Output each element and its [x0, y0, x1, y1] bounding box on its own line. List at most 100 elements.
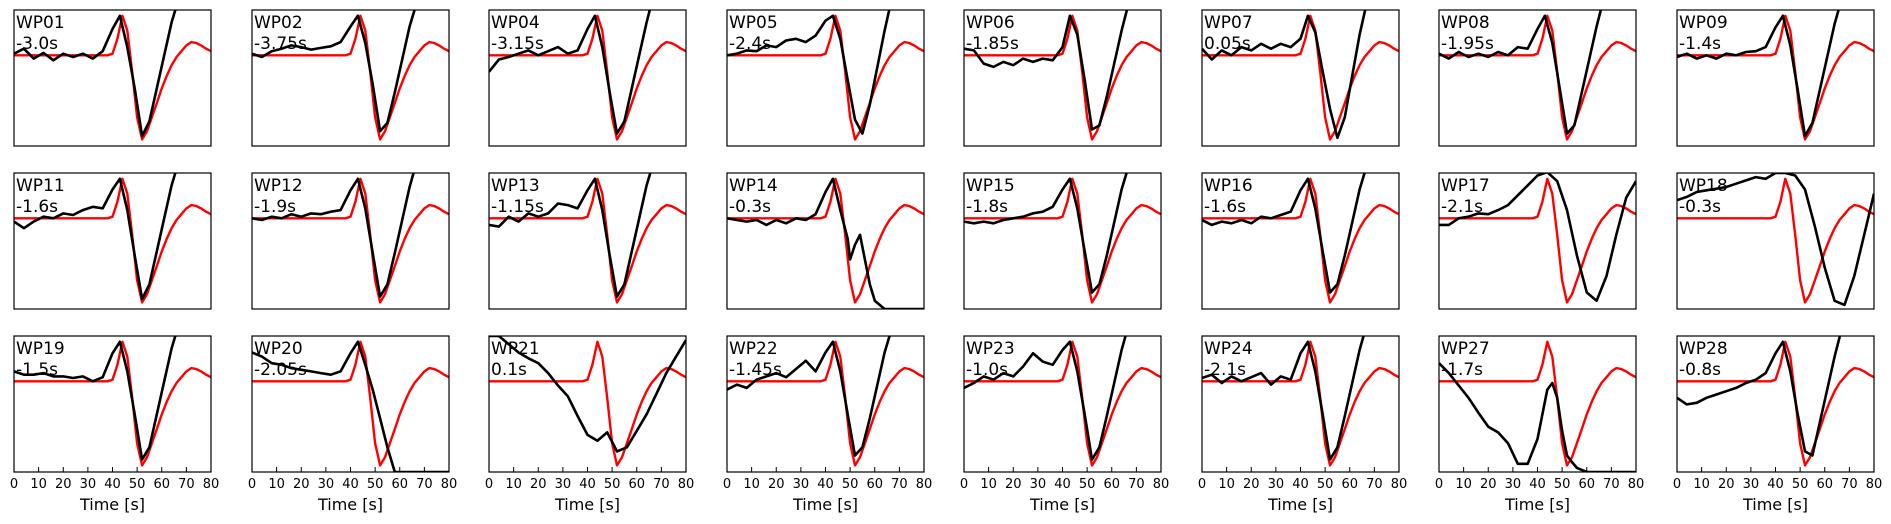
- time-shift-label: -1.85s: [966, 34, 1019, 54]
- time-shift-label: -1.6s: [1204, 197, 1246, 217]
- panel-wp22: WP22-1.45s 0 10 20 30 40 50 60 70 80 Time [s]: [723, 335, 932, 514]
- x-tick-label: 30: [1268, 477, 1285, 492]
- x-tick-label: 10: [1693, 477, 1710, 492]
- station-label: WP16: [1204, 176, 1253, 196]
- panel-wp27: WP27-1.7s 0 10 20 30 40 50 60 70 80 Time [s]: [1435, 335, 1644, 514]
- station-label: WP27: [1441, 339, 1490, 359]
- observed-waveform: [14, 173, 177, 301]
- panel-plot-area: [964, 10, 1161, 141]
- panel-wp08: WP08-1.95s: [1438, 9, 1637, 147]
- reference-waveform: [252, 14, 449, 141]
- x-tick-label: 0: [723, 477, 731, 492]
- station-label: WP15: [966, 176, 1015, 196]
- x-tick-label: 30: [80, 477, 97, 492]
- panel-plot-area: [1677, 336, 1874, 467]
- x-tick-label: 20: [1243, 477, 1260, 492]
- x-tick-label: 50: [1317, 477, 1334, 492]
- x-tick-label: 80: [1866, 477, 1883, 492]
- reference-waveform: [252, 340, 449, 467]
- panel-plot-area: [252, 340, 449, 472]
- x-axis-label: Time [s]: [79, 495, 145, 514]
- time-shift-label: 0.05s: [1204, 34, 1251, 54]
- x-tick-label: 40: [1529, 477, 1546, 492]
- panel-plot-area: [14, 10, 211, 141]
- axes-frame: [1676, 9, 1875, 147]
- station-label: WP04: [491, 13, 540, 33]
- x-tick-label: 70: [1841, 477, 1858, 492]
- x-tick-label: 60: [1103, 477, 1120, 492]
- x-tick-label: 80: [203, 477, 220, 492]
- panel-plot-area: [1202, 173, 1399, 304]
- x-tick-label: 70: [653, 477, 670, 492]
- x-tick-label: 20: [1480, 477, 1497, 492]
- panel-plot-area: [489, 10, 686, 141]
- reference-waveform: [1439, 177, 1636, 304]
- time-shift-label: -1.6s: [16, 197, 58, 217]
- x-tick-label: 60: [1341, 477, 1358, 492]
- time-shift-label: -2.05s: [254, 360, 307, 380]
- panel-wp09: WP09-1.4s: [1676, 9, 1875, 147]
- x-tick-label: 60: [1816, 477, 1833, 492]
- observed-waveform: [14, 10, 177, 138]
- observed-waveform: [1439, 362, 1636, 472]
- x-tick-label: 60: [153, 477, 170, 492]
- time-shift-label: -3.15s: [491, 34, 544, 54]
- station-label: WP12: [254, 176, 303, 196]
- x-axis-label: Time [s]: [1029, 495, 1095, 514]
- panel-wp20: WP20-2.05s 0 10 20 30 40 50 60 70 80 Time [s]: [248, 335, 457, 514]
- time-shift-label: -1.5s: [16, 360, 58, 380]
- axes-frame: [726, 172, 925, 310]
- observed-waveform: [1677, 173, 1874, 307]
- panel-wp17: WP17-2.1s: [1438, 172, 1637, 310]
- time-shift-label: -1.8s: [966, 197, 1008, 217]
- x-tick-label: 70: [1366, 477, 1383, 492]
- x-tick-label: 0: [485, 477, 493, 492]
- axes-frame: [13, 9, 212, 147]
- panel-plot-area: [727, 10, 924, 141]
- observed-waveform: [489, 336, 686, 453]
- x-axis-label: Time [s]: [317, 495, 383, 514]
- x-tick-label: 50: [367, 477, 384, 492]
- panel-wp11: WP11-1.6s: [13, 172, 212, 310]
- panel-plot-area: [1439, 10, 1636, 141]
- panel-wp05: WP05-2.4s: [726, 9, 925, 147]
- x-tick-label: 20: [530, 477, 547, 492]
- station-label: WP28: [1679, 339, 1728, 359]
- station-label: WP09: [1679, 13, 1728, 33]
- observed-waveform: [964, 173, 1128, 294]
- panel-plot-area: [1439, 340, 1636, 472]
- observed-waveform: [727, 336, 891, 457]
- x-tick-label: 20: [1005, 477, 1022, 492]
- x-tick-label: 10: [268, 477, 285, 492]
- x-tick-label: 80: [1153, 477, 1170, 492]
- x-tick-label: 60: [1578, 477, 1595, 492]
- x-tick-label: 0: [1198, 477, 1206, 492]
- observed-waveform: [1202, 336, 1365, 461]
- reference-waveform: [727, 14, 924, 141]
- panel-wp12: WP12-1.9s: [251, 172, 450, 310]
- panel-wp16: WP16-1.6s: [1201, 172, 1400, 310]
- station-label: WP19: [16, 339, 65, 359]
- time-shift-label: -1.4s: [1679, 34, 1721, 54]
- time-shift-label: -1.0s: [966, 360, 1008, 380]
- x-tick-label: 30: [1743, 477, 1760, 492]
- station-label: WP22: [729, 339, 778, 359]
- panel-wp02: WP02-3.75s: [251, 9, 450, 147]
- x-tick-label: 10: [505, 477, 522, 492]
- x-tick-label: 10: [743, 477, 760, 492]
- observed-waveform: [489, 10, 652, 135]
- x-axis-label: Time [s]: [1504, 495, 1570, 514]
- station-label: WP08: [1441, 13, 1490, 33]
- station-label: WP13: [491, 176, 540, 196]
- x-tick-label: 50: [1554, 477, 1571, 492]
- time-shift-label: -3.0s: [16, 34, 58, 54]
- time-shift-label: -2.4s: [729, 34, 771, 54]
- observed-waveform: [1439, 10, 1603, 135]
- axes-frame: [251, 9, 450, 147]
- x-tick-label: 40: [1054, 477, 1071, 492]
- x-tick-label: 10: [30, 477, 47, 492]
- panel-wp06: WP06-1.85s: [963, 9, 1162, 147]
- panel-plot-area: [964, 336, 1161, 467]
